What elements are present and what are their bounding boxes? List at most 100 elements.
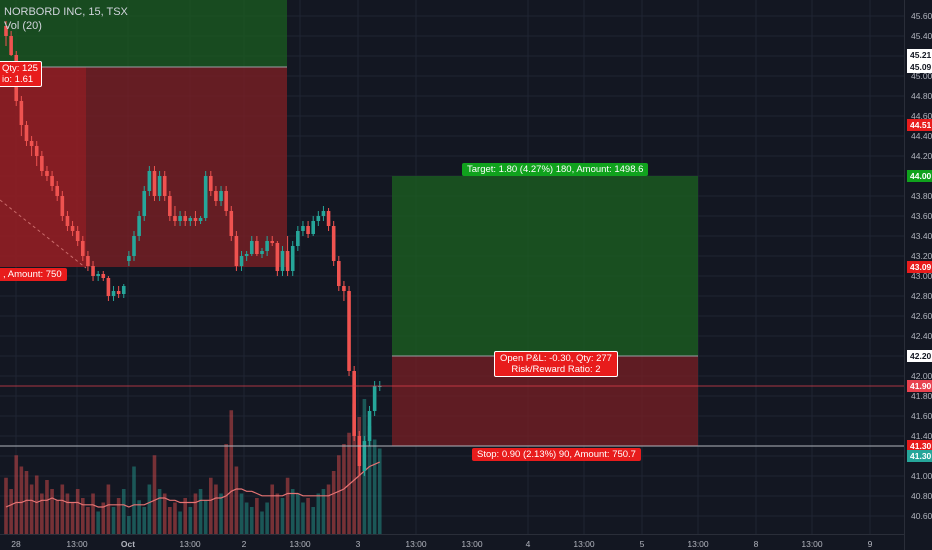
volume-bar — [60, 484, 65, 534]
candle-body — [101, 274, 106, 278]
price-tick-label: 40.80 — [911, 491, 932, 501]
candle — [270, 236, 275, 246]
candle-body — [249, 241, 254, 254]
open-pl-label[interactable]: Open P&L: -0.30, Qty: 277 Risk/Reward Ra… — [494, 351, 618, 377]
price-badge — [907, 61, 932, 73]
candle — [249, 236, 254, 256]
candle — [116, 286, 121, 298]
volume-bar — [214, 484, 218, 534]
price-tick-label: 45.60 — [911, 11, 932, 21]
volume-bar — [168, 507, 172, 534]
candle-body — [106, 278, 111, 296]
stop-label[interactable]: Stop: 0.90 (2.13%) 90, Amount: 750.7 — [472, 448, 641, 461]
candle — [45, 166, 49, 181]
candle — [137, 211, 141, 241]
time-tick-label: 2 — [242, 539, 247, 549]
time-tick-label: 3 — [356, 539, 361, 549]
volume-bar — [157, 489, 162, 534]
price-badge — [907, 170, 932, 182]
candle-body — [111, 291, 116, 296]
price-badge-label: 42.20 — [910, 351, 932, 361]
price-tick-label: 42.80 — [911, 291, 932, 301]
candle — [142, 186, 147, 221]
volume-bar — [337, 455, 341, 534]
candle — [193, 211, 198, 226]
candle-body — [280, 251, 285, 271]
candle — [296, 226, 300, 251]
time-tick-label: 4 — [526, 539, 531, 549]
volume-bar — [377, 448, 382, 534]
symbol-title: NORBORD INC, 15, TSX — [4, 6, 128, 18]
volume-bar — [219, 493, 223, 534]
price-badge — [907, 380, 932, 392]
candle-body — [29, 141, 34, 146]
volume-bar — [188, 507, 193, 534]
candle-body — [132, 236, 136, 256]
candle — [9, 31, 13, 56]
volume-bar — [244, 502, 249, 534]
candle — [301, 221, 305, 236]
candle-body — [34, 146, 39, 156]
candle-body — [326, 211, 331, 226]
volume-bar — [239, 493, 244, 534]
price-tick-label: 43.20 — [911, 251, 932, 261]
candle — [362, 436, 367, 476]
price-badge — [907, 261, 932, 273]
candle-body — [50, 176, 54, 186]
candle — [337, 256, 341, 291]
candle — [4, 21, 8, 46]
candle-body — [239, 256, 244, 266]
candlesticks — [4, 21, 382, 476]
open-pl-text: Open P&L: -0.30, Qty: 277 — [500, 353, 612, 364]
candle-body — [19, 101, 24, 125]
price-tick-label: 40.60 — [911, 511, 932, 521]
candle — [178, 211, 182, 226]
candle — [280, 246, 285, 276]
position-zones — [0, 0, 698, 446]
candle — [311, 216, 315, 236]
price-badge — [907, 440, 932, 452]
volume-bar — [121, 489, 126, 534]
time-tick-label: Oct — [121, 539, 135, 549]
time-tick-label: 13:00 — [405, 539, 427, 549]
price-tick-label: 41.40 — [911, 431, 932, 441]
candle — [101, 271, 106, 281]
time-axis[interactable]: 28 13:00 Oct 13:00 2 13:00 3 13:00 13:00 4 13:00 5 1… — [0, 534, 904, 550]
volume-bar — [178, 511, 182, 534]
candle-body — [321, 211, 326, 216]
volume-bar — [296, 493, 300, 534]
candle-body — [24, 125, 29, 141]
candle-body — [65, 216, 70, 226]
candle-body — [301, 226, 305, 231]
price-tick-label: 45.00 — [911, 71, 932, 81]
volume-bar — [372, 439, 377, 534]
candle — [162, 171, 167, 201]
volume-bar — [147, 484, 152, 534]
short-amount-label[interactable]: , Amount: 750 — [0, 268, 67, 281]
volume-bar — [234, 466, 239, 534]
price-badge — [907, 119, 932, 131]
candle-body — [45, 171, 49, 176]
volume-bar — [347, 432, 351, 534]
candle-body — [372, 386, 377, 411]
candle-body — [203, 176, 208, 218]
volume-bar — [29, 484, 34, 534]
candle — [40, 151, 44, 176]
time-tick-label: 8 — [754, 539, 759, 549]
candle — [347, 286, 351, 376]
candle — [367, 406, 372, 446]
candle — [24, 121, 29, 146]
candle-body — [121, 286, 126, 294]
candle-body — [188, 218, 193, 221]
candle-body — [260, 251, 264, 254]
target-label[interactable]: Target: 1.80 (4.27%) 180, Amount: 1498.6 — [462, 163, 649, 176]
volume-bar — [34, 475, 39, 534]
price-axis[interactable]: 45.6045.4045.2045.0044.8044.6044.4044.20… — [904, 0, 932, 550]
candle-body — [296, 231, 300, 246]
price-tick-label: 43.60 — [911, 211, 932, 221]
short-position-qty-label[interactable]: Qty: 125 io: 1.61 — [0, 61, 42, 87]
candle — [55, 181, 59, 201]
candle — [219, 186, 223, 206]
volume-bar — [75, 489, 80, 534]
